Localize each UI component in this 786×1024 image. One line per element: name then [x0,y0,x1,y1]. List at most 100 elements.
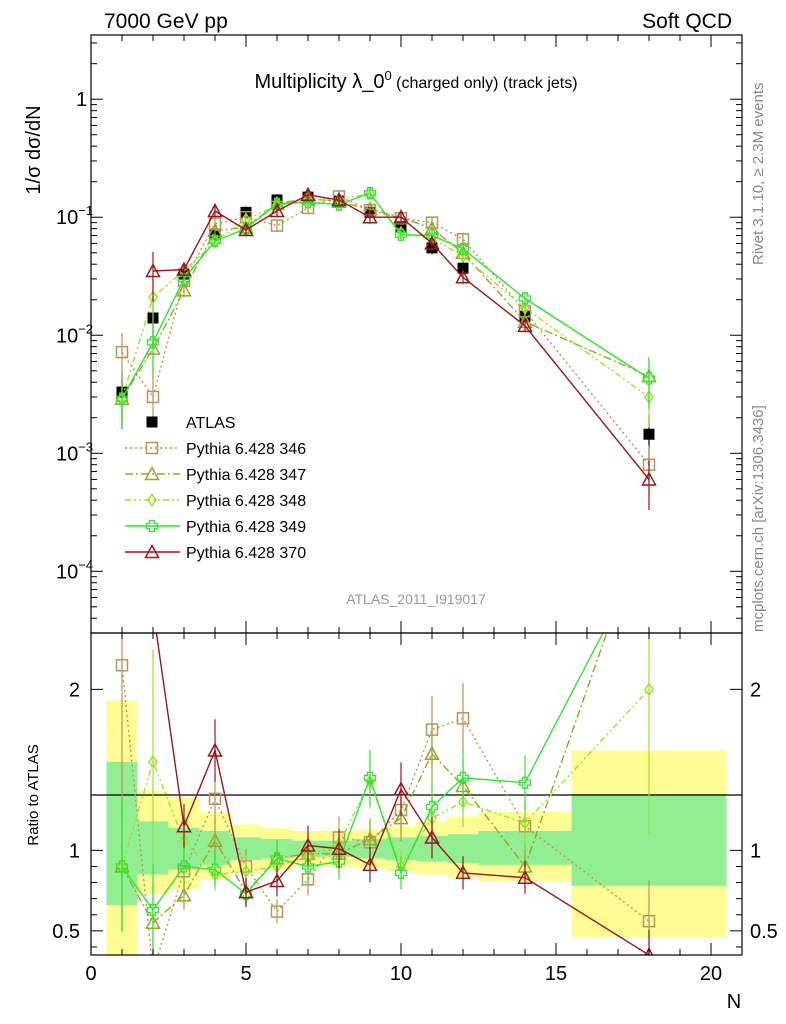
legend-marker-s346 [145,441,159,455]
point-ATLAS-12 [457,262,469,274]
point-s346-6 [270,905,284,918]
point-s370-14 [517,869,533,884]
analysis-id: ATLAS_2011_I919017 [346,591,486,607]
point-s348-5 [240,864,252,879]
point-s370-3 [176,261,192,276]
point-s349-7 [301,860,315,873]
point-s349-3 [177,272,191,286]
legend: ATLAS Pythia 6.428 346 Pythia 6.428 347 Pyt… [125,415,306,562]
point-s370-8 [331,191,347,207]
series-s370 [155,633,654,955]
x-tick-label: 10 [390,963,412,985]
point-s370-2 [145,262,161,278]
point-s370-10 [393,781,409,796]
legend-marker-s370 [144,543,160,559]
point-s348-14 [519,816,531,830]
series-line-s348 [121,688,650,876]
ratio-frame [90,632,743,956]
point-s347-3 [176,282,192,297]
side-label-bottom: mcplots.cern.ch [arXiv:1306.3436] [750,405,767,632]
ratio-y-tick-label-right: 1 [750,840,761,862]
point-s370-12 [455,864,471,880]
legend-label: Pythia 6.428 370 [186,545,306,562]
legend-marker-s348 [146,493,158,507]
header-left: 7000 GeV pp [104,10,228,33]
chart-title: Multiplicity λ_00 (charged only) (track … [254,68,577,93]
point-s346-4 [208,792,222,806]
point-s370-9 [362,209,378,224]
point-s349-2 [146,336,160,349]
legend-marker-s347 [144,465,160,481]
ratio-y-axis-label: Ratio to ATLAS [25,744,42,845]
ratio-x-ticks: 0 5 10 15 20 [85,633,743,985]
x-tick-label: 5 [240,963,251,985]
point-s349-12 [456,771,470,785]
point-s370-9 [362,856,378,872]
point-s370-4 [207,202,223,218]
ratio-y-tick-label-left: 0.5 [52,921,80,943]
legend-entry-s348: Pythia 6.428 348 [125,493,306,510]
y-tick-label: 10−4 [56,557,93,583]
point-s349-10 [394,866,408,880]
ratio-y-ticks: 0.5 0.5 1 1 2 2 [52,679,778,948]
legend-marker-ATLAS [146,416,158,428]
point-s370-11 [424,829,440,844]
point-s346-6 [270,219,284,232]
legend-entry-s347: Pythia 6.428 347 [125,465,306,484]
ratio-y-tick-label-left: 2 [69,679,80,701]
point-s347-10 [393,810,409,825]
ratio-y-tick-label-right: 2 [750,679,761,701]
point-ATLAS-18 [643,428,655,440]
y-tick-label: 10−3 [56,439,93,465]
point-s370-5 [238,221,254,237]
point-s346-1 [115,658,129,672]
header-right: Soft QCD [642,10,732,33]
legend-label: Pythia 6.428 348 [186,493,306,510]
legend-label: ATLAS [186,415,236,432]
point-s348-14 [519,301,531,315]
point-s370-6 [269,202,285,218]
legend-entry-s349: Pythia 6.428 349 [125,519,306,536]
point-s347-11 [424,745,440,760]
point-s346-12 [456,712,470,725]
point-s349-11 [425,800,439,814]
point-s347-3 [176,887,192,902]
point-s349-6 [270,852,284,865]
x-axis-label: N [727,991,741,1013]
point-s346-18 [642,914,656,928]
point-s370-6 [269,872,285,888]
ratio-y-tick-label-left: 1 [69,840,80,862]
point-s370-8 [331,840,347,855]
series-line-s348 [121,193,650,399]
point-s349-3 [177,860,191,873]
point-s370-7 [300,186,316,202]
point-s346-2 [146,390,160,404]
point-s347-4 [207,832,223,847]
point-s348-18 [643,682,655,697]
y-tick-label: 10−2 [56,321,93,347]
point-s370-4 [207,742,223,757]
point-s349-2 [146,903,160,917]
ratio-series [114,633,656,955]
ratio-panel: 0.5 0.5 1 1 2 2 0 5 10 15 20 Ratio to ATLAS N [25,632,778,1013]
point-s349-12 [456,242,470,255]
point-s348-2 [147,755,159,769]
point-s348-2 [147,290,159,304]
point-s349-4 [208,234,222,248]
point-s349-10 [394,228,408,241]
point-s349-4 [208,863,222,876]
legend-marker-s349 [145,519,159,533]
legend-entry-s346: Pythia 6.428 346 [125,441,306,458]
point-s370-18 [641,471,657,486]
point-s346-1 [115,345,129,359]
point-s370-14 [517,317,533,333]
legend-entry-ATLAS: ATLAS [146,415,236,432]
point-s349-1 [115,392,129,405]
series-s349 [115,633,604,955]
x-tick-label: 15 [545,963,567,985]
legend-label: Pythia 6.428 347 [186,467,306,484]
point-s349-14 [518,776,532,789]
legend-label: Pythia 6.428 346 [186,441,306,458]
main-series [114,186,657,511]
